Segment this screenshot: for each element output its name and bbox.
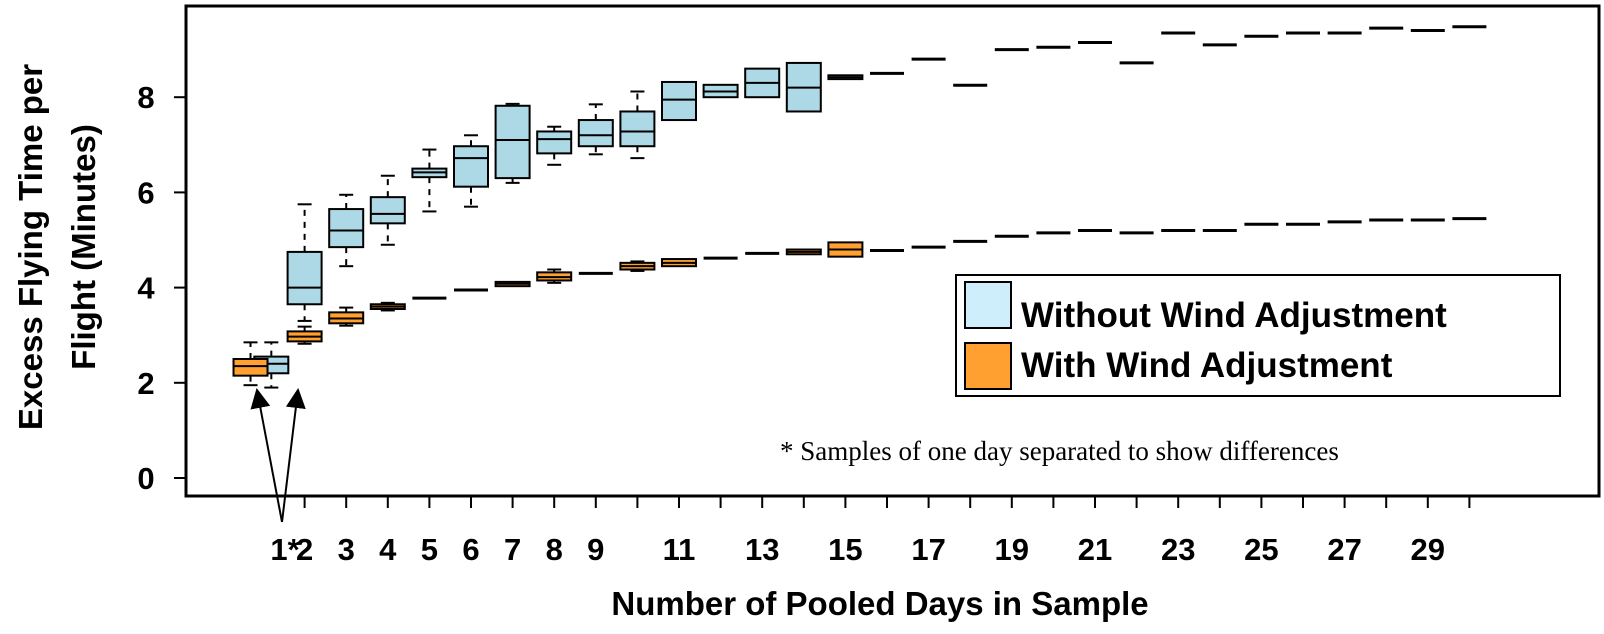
legend-label-with-wind: With Wind Adjustment <box>1021 346 1393 385</box>
sample-separation-arrows <box>250 388 306 523</box>
box-plot <box>702 83 739 99</box>
box-plot <box>411 148 448 213</box>
box-iqr <box>619 110 656 148</box>
legend-swatch-with-wind <box>964 342 1012 390</box>
x-tick-label: 7 <box>504 532 521 567</box>
x-tick-label: 4 <box>379 532 397 567</box>
y-tick-label: 8 <box>137 80 154 115</box>
y-tick-label: 4 <box>137 271 155 306</box>
box-plot <box>328 306 365 327</box>
box-iqr <box>494 104 531 180</box>
x-tick-label: 15 <box>828 532 862 567</box>
arrow-to-with-wind-box <box>250 388 283 523</box>
box-plot <box>744 67 781 99</box>
box-iqr <box>286 250 323 306</box>
x-tick-label: 3 <box>338 532 355 567</box>
x-axis-title: Number of Pooled Days in Sample <box>611 585 1148 622</box>
box-plot <box>827 241 864 258</box>
box-plot <box>827 74 864 81</box>
legend-label-without-wind: Without Wind Adjustment <box>1021 296 1447 335</box>
box-plot <box>232 341 269 387</box>
x-tick-label: 1* <box>270 532 300 567</box>
box-plot <box>661 258 697 268</box>
x-tick-label: 21 <box>1078 532 1112 567</box>
box-plot <box>619 260 656 272</box>
plot-frame <box>184 4 1601 498</box>
box-plot <box>785 248 822 256</box>
box-plot <box>328 193 365 268</box>
box-plot <box>369 301 406 312</box>
box-plot <box>286 325 323 345</box>
box-plot <box>369 174 406 246</box>
x-tick-label: 8 <box>546 532 563 567</box>
x-tick-label: 23 <box>1161 532 1195 567</box>
box-plot <box>536 268 573 284</box>
series-without-wind <box>253 25 1487 389</box>
legend-frame <box>955 274 1561 397</box>
x-axis: 1*2 3 4 5 6 7 8 9 11 13 15 17 19 21 23 25 27 29 <box>222 495 1471 567</box>
y-tick-label: 2 <box>137 366 154 401</box>
series-layer <box>232 25 1487 389</box>
box-plot <box>286 203 323 322</box>
x-tick-label: 6 <box>462 532 479 567</box>
box-iqr <box>328 208 365 249</box>
x-tick-label: 13 <box>745 532 779 567</box>
box-plot <box>661 80 697 122</box>
box-plot <box>536 125 573 166</box>
y-axis: 0 2 4 6 8 <box>137 80 186 496</box>
box-iqr <box>232 358 269 377</box>
box-iqr <box>661 80 697 122</box>
x-tick-label: 17 <box>911 532 945 567</box>
y-tick-label: 0 <box>137 461 154 496</box>
box-iqr <box>536 130 573 155</box>
y-axis-title-line-2: Flight (Minutes) <box>65 124 102 370</box>
legend: Without Wind Adjustment With Wind Adjust… <box>955 274 1561 397</box>
box-plot <box>577 103 614 156</box>
y-axis-title-line-1: Excess Flying Time per <box>12 64 49 430</box>
box-iqr <box>577 119 614 148</box>
box-plot <box>453 134 489 208</box>
box-iqr <box>453 145 489 188</box>
x-tick-label: 25 <box>1244 532 1278 567</box>
x-tick-label: 19 <box>995 532 1029 567</box>
footnote-annotation: * Samples of one day separated to show d… <box>780 436 1339 466</box>
x-tick-label: 9 <box>587 532 604 567</box>
x-tick-label: 2 <box>296 532 313 567</box>
box-plot <box>619 90 656 160</box>
box-iqr <box>369 196 406 225</box>
box-plot <box>785 61 822 113</box>
x-tick-label: 11 <box>663 532 696 567</box>
y-tick-label: 6 <box>137 175 154 210</box>
arrow-to-without-wind-box <box>281 388 306 523</box>
series-with-wind <box>232 217 1487 387</box>
x-tick-label: 5 <box>421 532 438 567</box>
legend-swatch-without-wind <box>964 281 1012 329</box>
x-tick-label: 27 <box>1327 532 1361 567</box>
x-tick-label: 29 <box>1411 532 1445 567</box>
box-plot <box>494 280 531 288</box>
box-plot <box>494 102 531 184</box>
